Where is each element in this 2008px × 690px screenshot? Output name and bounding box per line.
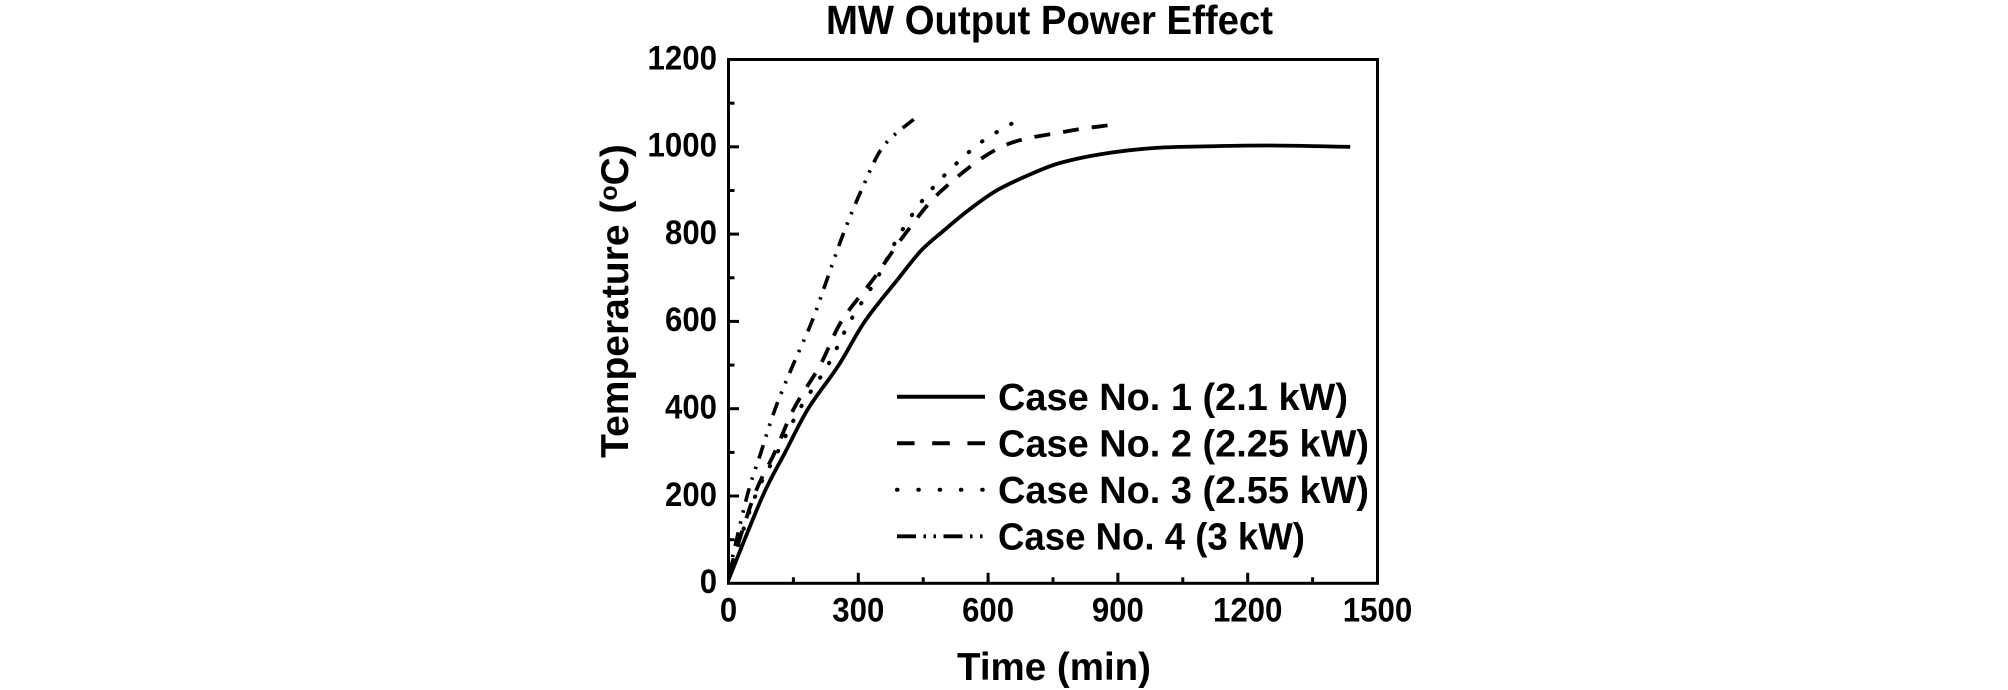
svg-text:900: 900 xyxy=(1092,592,1144,630)
svg-text:Case No. 4 (3 kW): Case No. 4 (3 kW) xyxy=(998,517,1305,559)
svg-text:1200: 1200 xyxy=(1213,592,1283,630)
svg-text:0: 0 xyxy=(700,563,717,601)
svg-text:300: 300 xyxy=(832,592,884,630)
svg-text:Case No. 1 (2.1 kW): Case No. 1 (2.1 kW) xyxy=(998,377,1348,419)
svg-text:400: 400 xyxy=(665,389,717,427)
svg-text:600: 600 xyxy=(962,592,1014,630)
svg-text:Case No. 2 (2.25 kW): Case No. 2 (2.25 kW) xyxy=(998,424,1369,466)
svg-text:800: 800 xyxy=(665,214,717,252)
svg-text:Case No. 3 (2.55 kW): Case No. 3 (2.55 kW) xyxy=(998,470,1369,512)
svg-text:Time (min): Time (min) xyxy=(957,646,1151,689)
svg-text:1500: 1500 xyxy=(1343,592,1413,630)
svg-text:600: 600 xyxy=(665,301,717,339)
svg-text:200: 200 xyxy=(665,476,717,514)
svg-text:0: 0 xyxy=(720,592,737,630)
svg-text:1200: 1200 xyxy=(648,39,718,77)
svg-text:MW Output Power Effect: MW Output Power Effect xyxy=(826,0,1273,43)
svg-text:1000: 1000 xyxy=(648,127,718,165)
